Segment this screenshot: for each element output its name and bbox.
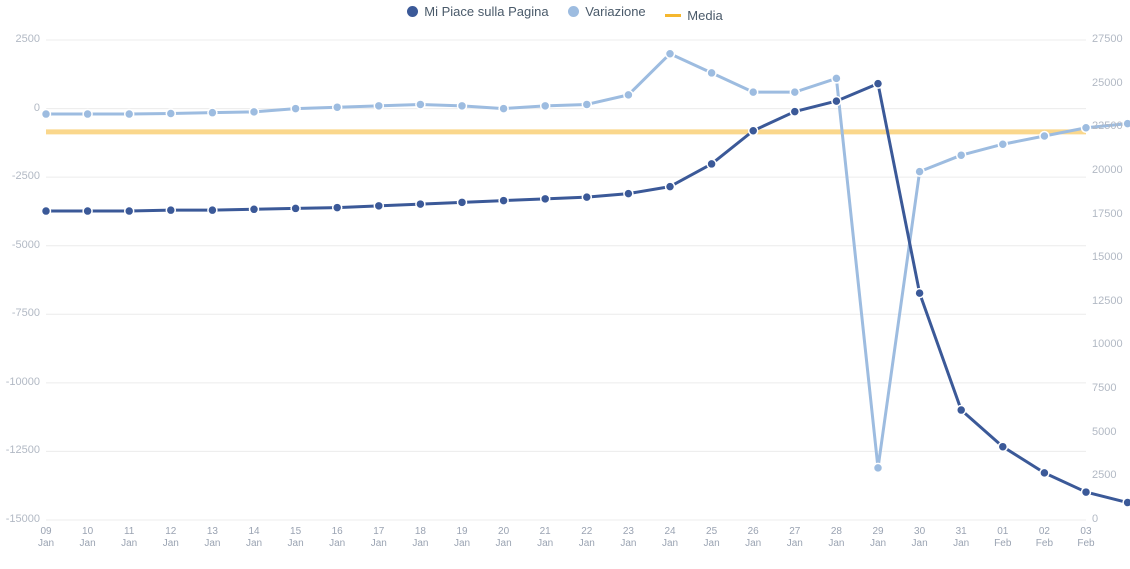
x-tick: 26Jan [745, 526, 761, 550]
y-left-tick: -12500 [6, 444, 40, 456]
y-left-tick: 0 [34, 102, 40, 114]
x-tick: 12Jan [163, 526, 179, 550]
x-tick: 30Jan [912, 526, 928, 550]
x-tick: 20Jan [496, 526, 512, 550]
x-tick: 18Jan [412, 526, 428, 550]
chart-svg [0, 0, 1130, 569]
x-tick: 22Jan [579, 526, 595, 550]
x-tick: 11Jan [121, 526, 137, 550]
chart-container: Mi Piace sulla Pagina Variazione Media -… [0, 0, 1130, 569]
y-right-tick: 17500 [1092, 208, 1123, 220]
x-tick: 17Jan [371, 526, 387, 550]
y-left-tick: -2500 [12, 170, 40, 182]
x-tick: 28Jan [828, 526, 844, 550]
x-tick: 09Jan [38, 526, 54, 550]
y-right-tick: 2500 [1092, 469, 1116, 481]
legend-item-media[interactable]: Media [665, 8, 722, 23]
x-tick: 25Jan [704, 526, 720, 550]
y-right-tick: 25000 [1092, 77, 1123, 89]
legend-label: Media [687, 8, 722, 23]
y-right-tick: 20000 [1092, 164, 1123, 176]
y-right-tick: 27500 [1092, 33, 1123, 45]
legend-swatch-line-icon [665, 14, 681, 17]
x-tick: 03Feb [1077, 526, 1094, 550]
x-tick: 02Feb [1036, 526, 1053, 550]
y-left-tick: -7500 [12, 307, 40, 319]
legend-label: Variazione [585, 4, 645, 19]
legend-label: Mi Piace sulla Pagina [424, 4, 548, 19]
y-left-tick: -10000 [6, 376, 40, 388]
x-tick: 14Jan [246, 526, 262, 550]
x-tick: 31Jan [953, 526, 969, 550]
y-right-tick: 0 [1092, 513, 1098, 525]
legend-swatch-circle-icon [568, 6, 579, 17]
legend-item-variazione[interactable]: Variazione [568, 4, 645, 19]
x-tick: 23Jan [620, 526, 636, 550]
y-right-tick: 15000 [1092, 251, 1123, 263]
y-right-tick: 22500 [1092, 120, 1123, 132]
y-left-tick: -15000 [6, 513, 40, 525]
legend-swatch-circle-icon [407, 6, 418, 17]
x-tick: 15Jan [288, 526, 304, 550]
y-right-tick: 12500 [1092, 295, 1123, 307]
y-left-tick: 2500 [16, 33, 40, 45]
y-right-tick: 7500 [1092, 382, 1116, 394]
x-tick: 13Jan [204, 526, 220, 550]
x-tick: 29Jan [870, 526, 886, 550]
x-tick: 01Feb [994, 526, 1011, 550]
legend: Mi Piace sulla Pagina Variazione Media [0, 4, 1130, 23]
x-tick: 16Jan [329, 526, 345, 550]
x-tick: 21Jan [537, 526, 553, 550]
y-right-tick: 5000 [1092, 426, 1116, 438]
x-tick: 10Jan [80, 526, 96, 550]
y-left-tick: -5000 [12, 239, 40, 251]
y-right-tick: 10000 [1092, 338, 1123, 350]
legend-item-mi-piace[interactable]: Mi Piace sulla Pagina [407, 4, 548, 19]
x-tick: 27Jan [787, 526, 803, 550]
x-tick: 19Jan [454, 526, 470, 550]
x-tick: 24Jan [662, 526, 678, 550]
